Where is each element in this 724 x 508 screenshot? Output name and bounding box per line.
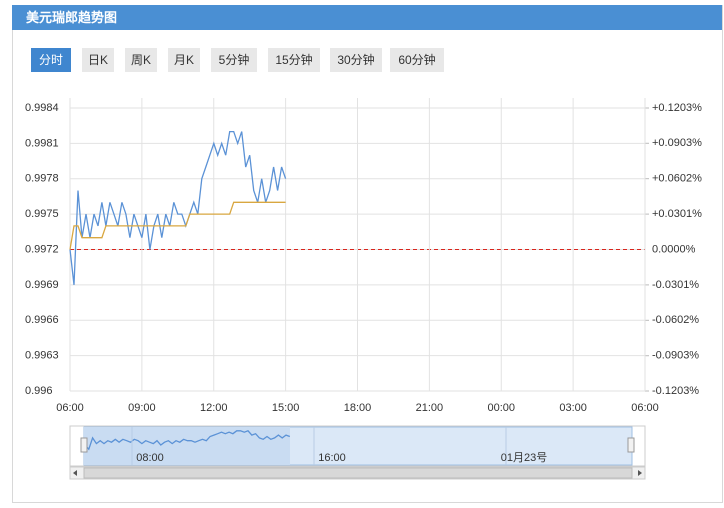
series-line [69, 130, 287, 285]
navigator-handle[interactable] [80, 437, 88, 453]
y2-tick-label: +0.0602% [652, 173, 702, 185]
scrollbar-thumb[interactable] [83, 467, 633, 479]
y2-tick-label: +0.1203% [652, 102, 702, 114]
x-tick-label: 21:00 [416, 402, 444, 414]
y-tick-label: 0.9975 [25, 208, 59, 220]
navigator-handle[interactable] [627, 437, 635, 453]
y-tick-label: 0.9984 [25, 102, 59, 114]
navigator-label: 16:00 [318, 452, 346, 464]
y2-tick-label: +0.0903% [652, 137, 702, 149]
x-tick-label: 06:00 [631, 402, 659, 414]
y-tick-label: 0.9963 [25, 350, 59, 362]
tab[interactable]: 周K [125, 48, 157, 72]
y-tick-label: 0.9978 [25, 173, 59, 185]
y2-tick-label: -0.1203% [652, 385, 699, 397]
x-tick-label: 18:00 [344, 402, 372, 414]
tab[interactable]: 60分钟 [390, 48, 444, 72]
y2-tick-label: -0.0602% [652, 314, 699, 326]
tab[interactable]: 日K [82, 48, 114, 72]
x-tick-label: 06:00 [56, 402, 84, 414]
x-tick-label: 03:00 [559, 402, 587, 414]
navigator-line [84, 430, 291, 451]
y2-tick-label: +0.0301% [652, 208, 702, 220]
y-tick-label: 0.9966 [25, 314, 59, 326]
header-title: 美元瑞郎趋势图 [12, 5, 722, 30]
x-tick-label: 15:00 [272, 402, 300, 414]
scroll-arrow-right [638, 470, 642, 476]
tab[interactable]: 分时 [31, 48, 71, 72]
y2-tick-label: -0.0301% [652, 279, 699, 291]
series-line [69, 201, 286, 250]
navigator-shade [84, 427, 290, 465]
x-tick-label: 09:00 [128, 402, 156, 414]
tab[interactable]: 15分钟 [268, 48, 320, 72]
y-tick-label: 0.9969 [25, 279, 59, 291]
y-tick-label: 0.996 [25, 385, 53, 397]
navigator-label: 08:00 [136, 452, 164, 464]
navigator-label: 01月23号 [501, 451, 547, 464]
y2-tick-label: 0.0000% [652, 243, 696, 255]
scroll-arrow-left [73, 470, 77, 476]
y2-tick-label: -0.0903% [652, 350, 699, 362]
tab[interactable]: 30分钟 [330, 48, 382, 72]
tab[interactable]: 5分钟 [211, 48, 257, 72]
y-tick-label: 0.9972 [25, 243, 59, 255]
x-tick-label: 00:00 [487, 402, 515, 414]
tab[interactable]: 月K [168, 48, 200, 72]
y-tick-label: 0.9981 [25, 137, 59, 149]
x-tick-label: 12:00 [200, 402, 228, 414]
